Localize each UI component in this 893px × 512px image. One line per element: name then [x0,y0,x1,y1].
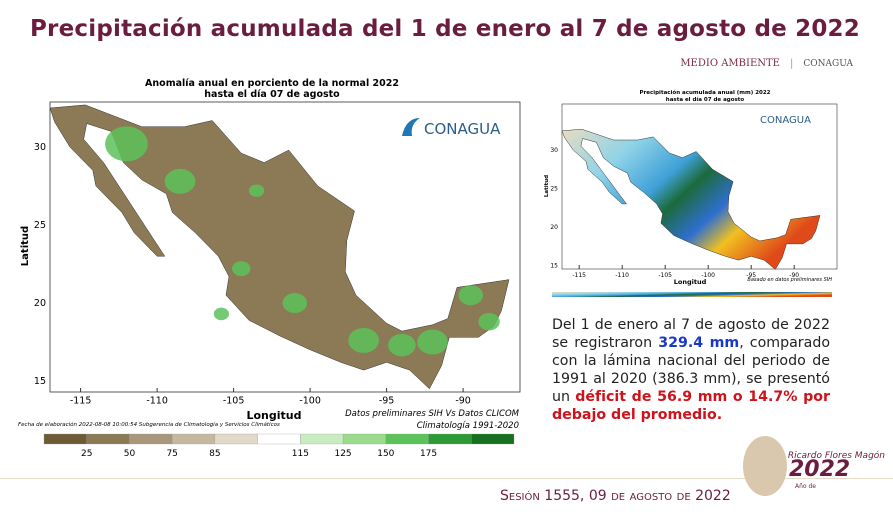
y-tick-label: 15 [34,376,46,387]
colorbar-label: 50 [124,449,136,459]
summary: Del 1 de enero al 7 de agosto de 2022 se… [552,316,830,424]
summary-highlight: déficit de 56.9 mm o 14.7% por debajo de… [552,389,830,423]
y-tick-label: 15 [550,263,558,270]
logo-conagua: CONAGUA [803,59,853,69]
logo-divider: | [790,58,793,69]
note-right: Datos preliminares SIH Vs Datos CLICOM [345,409,520,419]
portrait [743,436,787,496]
badge: 2022 Año de Ricardo Flores Magón [737,430,887,500]
y-tick-label: 20 [34,298,46,309]
x-axis-label: Longitud [674,278,707,286]
x-tick-label: -115 [70,396,92,407]
x-axis-label: Longitud [246,409,301,422]
colorbar [552,292,832,297]
colorbar-cell [172,434,215,444]
colorbar-label: 75 [166,449,177,459]
colorbar-label: 85 [209,449,220,459]
y-axis-label: Latitud [20,226,31,266]
logo-semarnat: MEDIO AMBIENTE [680,58,780,69]
map-subtitle: hasta el día 07 de agosto [204,89,340,100]
anomaly-area [459,285,483,305]
colorbar-label: 150 [377,449,394,459]
x-tick-label: -105 [223,396,245,407]
anomaly-area [417,330,448,355]
anomaly-area [232,261,250,276]
badge-name: Ricardo Flores Magón [788,450,885,461]
brand-text: CONAGUA [424,120,501,138]
map-subtitle: hasta el día 07 de agosto [666,96,745,103]
map-title: Anomalía anual en porciento de la normal… [145,78,399,89]
colorbar: 25 50 75 85 115 125 150 175 [44,434,514,459]
x-tick-label: -95 [746,272,756,279]
map-title: Precipitación acumulada anual (mm) 2022 [640,89,771,96]
slide: {"header": {"title": "Precipitación acum… [0,0,893,512]
colorbar-cell [386,434,429,444]
badge-prefix: Año de [795,483,816,490]
anomaly-area [348,328,379,353]
slide-title: Precipitación acumulada del 1 de enero a… [30,16,860,42]
x-tick-label: -100 [299,396,321,407]
anomaly-area [283,293,307,313]
colorbar-cell [44,434,87,444]
colorbar-cell [471,434,514,444]
x-tick-label: -100 [701,272,715,279]
brand-text: CONAGUA [760,115,811,126]
x-tick-label: -90 [455,396,471,407]
anomaly-area [165,169,196,194]
y-axis-label: Latitud [544,175,550,197]
footer: Sesión 1555, 09 de agosto de 2022 [500,488,731,504]
anomaly-area [105,126,148,161]
x-tick-label: -90 [789,272,799,279]
colorbar-cell [343,434,386,444]
anomaly-area [478,313,499,330]
right-map: Precipitación acumulada anual (mm) 2022 … [540,86,845,306]
logos: MEDIO AMBIENTE | CONAGUA [680,58,853,69]
colorbar-label: 175 [420,449,437,459]
anomaly-area [214,308,229,320]
x-tick-label: -115 [572,272,586,279]
y-tick-label: 25 [34,220,46,231]
y-tick-label: 30 [550,147,558,154]
x-tick-label: -105 [658,272,672,279]
y-tick-label: 30 [34,142,46,153]
colorbar-strip [552,292,832,297]
note-right: Climatología 1991-2020 [417,421,519,431]
colorbar-label: 25 [81,449,92,459]
colorbar-cell [87,434,130,444]
y-tick-label: 25 [550,186,558,193]
left-map: Anomalía anual en porciento de la normal… [14,76,529,462]
x-tick-label: -95 [379,396,395,407]
colorbar-cell [429,434,472,444]
colorbar-label: 125 [334,449,351,459]
x-tick-label: -110 [615,272,629,279]
colorbar-cell [258,434,301,444]
colorbar-label: 115 [292,449,309,459]
x-tick-label: -110 [146,396,168,407]
colorbar-cell [215,434,258,444]
y-tick-label: 20 [550,224,558,231]
summary-highlight: 329.4 mm [658,335,739,351]
anomaly-area [388,334,416,356]
note-left: Fecha de elaboración 2022-08-08 10:00:54… [18,421,280,428]
colorbar-cell [129,434,172,444]
anomaly-area [249,184,264,196]
colorbar-cell [300,434,343,444]
